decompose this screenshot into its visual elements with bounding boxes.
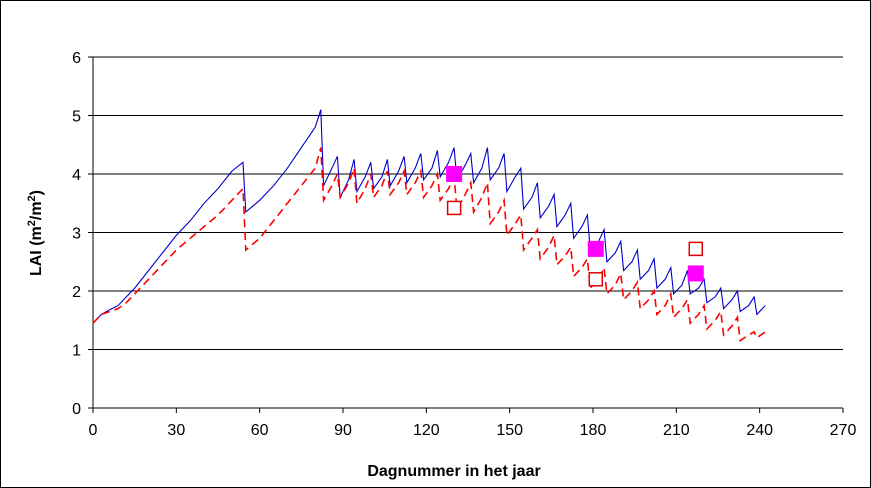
y-tick-label: 5 bbox=[72, 109, 81, 126]
ylabel-part: /m bbox=[28, 201, 45, 220]
x-tick-label: 0 bbox=[89, 422, 98, 439]
marker-open-square bbox=[688, 241, 704, 257]
y-tick-label: 4 bbox=[72, 167, 81, 184]
marker-filled-square bbox=[687, 265, 704, 282]
y-tick-label: 0 bbox=[72, 401, 81, 418]
marker-filled-square bbox=[446, 166, 463, 182]
y-tick-label: 6 bbox=[72, 50, 81, 67]
gridlines bbox=[93, 56, 843, 350]
x-tick-label: 60 bbox=[251, 422, 269, 439]
ylabel-part: ) bbox=[28, 190, 45, 195]
series-layer bbox=[92, 109, 766, 343]
marker-open-square bbox=[588, 272, 604, 287]
y-tick-label: 2 bbox=[72, 284, 81, 301]
x-tick-label: 150 bbox=[496, 422, 523, 439]
y-axis-title: LAI (m2/m2) bbox=[26, 190, 45, 276]
ylabel-sup: 2 bbox=[26, 220, 38, 226]
series-line-solid bbox=[92, 109, 766, 324]
x-tick-label: 180 bbox=[580, 422, 607, 439]
x-tick-label: 120 bbox=[413, 422, 440, 439]
x-tick-label: 270 bbox=[830, 422, 857, 439]
series-line-dashed bbox=[92, 147, 766, 343]
y-tick-label: 3 bbox=[72, 226, 81, 243]
x-tick-label: 210 bbox=[663, 422, 690, 439]
ylabel-sup: 2 bbox=[26, 195, 38, 201]
marker-filled-square bbox=[587, 240, 604, 257]
ylabel-part: LAI (m bbox=[28, 226, 45, 276]
marker-open-square bbox=[446, 200, 462, 216]
y-tick-label: 1 bbox=[72, 343, 81, 360]
x-tick-label: 30 bbox=[167, 422, 185, 439]
x-axis-title: Dagnummer in het jaar bbox=[367, 463, 540, 480]
x-tick-label: 240 bbox=[746, 422, 773, 439]
axes bbox=[88, 56, 844, 413]
x-tick-label: 90 bbox=[334, 422, 352, 439]
